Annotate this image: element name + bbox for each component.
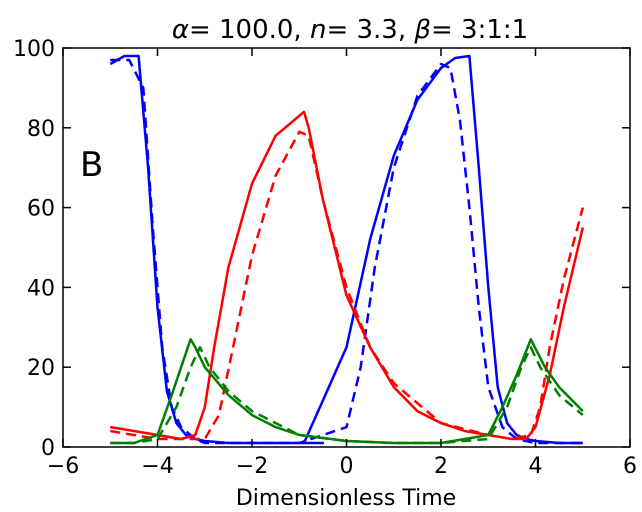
- series-line-3: [110, 130, 585, 441]
- y-tick-label: 60: [27, 197, 55, 222]
- x-tick-label: −4: [141, 454, 173, 479]
- x-tick-label: 2: [434, 454, 448, 479]
- x-tick-label: 4: [529, 454, 543, 479]
- series-line-0: [109, 54, 583, 445]
- series-line-4: [110, 338, 584, 445]
- x-tick-label: 6: [623, 454, 637, 479]
- x-axis-label: Dimensionless Time: [236, 486, 456, 511]
- chart-title-part: = 100.0,: [189, 15, 310, 45]
- y-tick-label: 80: [27, 117, 55, 142]
- chart-title-part: β: [413, 15, 431, 45]
- chart-title-part: n: [310, 15, 326, 45]
- x-tick-label: 0: [340, 454, 354, 479]
- y-tick-label: 40: [27, 276, 55, 301]
- series-line-5: [110, 346, 584, 445]
- series-layer: [109, 54, 585, 445]
- x-tick-label: −6: [47, 454, 79, 479]
- x-tick-label: −2: [236, 454, 268, 479]
- chart-title-part: = 3:1:1: [431, 15, 528, 45]
- y-tick-label: 0: [41, 436, 55, 461]
- y-tick-label: 20: [27, 356, 55, 381]
- chart-title-part: α: [172, 15, 189, 45]
- series-line-2: [110, 110, 585, 441]
- chart-title-part: = 3.3,: [326, 15, 414, 45]
- chart-title: α= 100.0, n= 3.3, β= 3:1:1: [172, 15, 528, 45]
- plot-area: [63, 48, 630, 447]
- panel-label: B: [80, 145, 103, 185]
- y-tick-label: 100: [13, 37, 55, 62]
